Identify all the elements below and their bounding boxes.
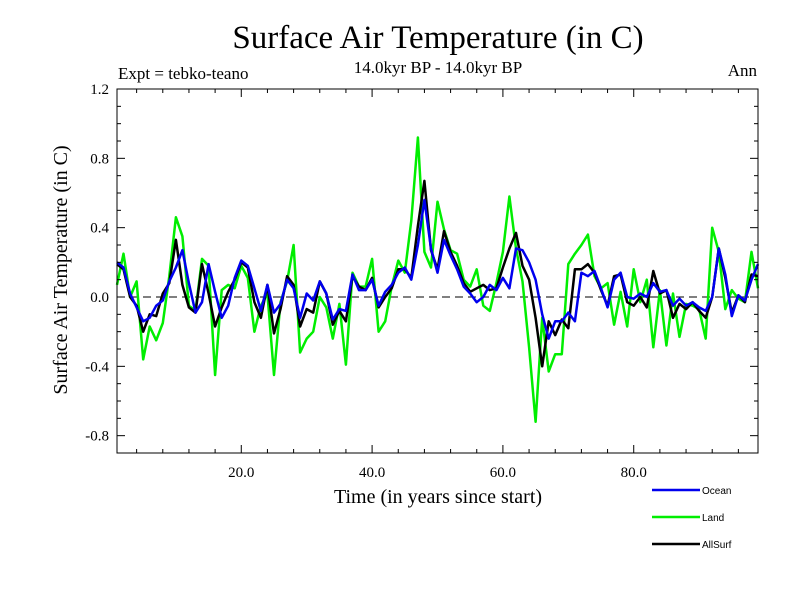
experiment-label: Expt = tebko-teano [118, 64, 248, 83]
chart-title: Surface Air Temperature (in C) [232, 20, 643, 56]
series-line-land [115, 136, 760, 424]
legend-label-allsurf: AllSurf [702, 540, 732, 551]
x-tick-label: 80.0 [621, 465, 647, 481]
chart-subtitle: 14.0kyr BP - 14.0kyr BP [354, 58, 522, 77]
plot-frame [116, 88, 759, 454]
y-tick-label: 1.2 [90, 82, 109, 98]
series-line-ocean [116, 198, 760, 340]
y-tick-label: 0.0 [90, 290, 109, 306]
axes: -0.8 -0.4 0.0 0.4 0.8 1.2 20.0 40.0 60.0 80.0 [85, 82, 759, 481]
x-axis-label: Time (in years since start) [334, 486, 542, 508]
x-tick-label: 40.0 [359, 465, 385, 481]
plot-area [115, 136, 760, 424]
legend-label-ocean: Ocean [702, 486, 731, 497]
y-tick-label: 0.8 [90, 151, 109, 167]
legend-label-land: Land [702, 513, 724, 524]
y-tick-label: -0.4 [85, 359, 109, 375]
y-tick-label: -0.8 [85, 429, 109, 445]
period-label: Ann [728, 61, 758, 80]
legend: Ocean Land AllSurf [652, 486, 732, 551]
y-axis-label: Surface Air Temperature (in C) [50, 145, 72, 394]
x-tick-label: 60.0 [490, 465, 516, 481]
x-tick-label: 20.0 [228, 465, 254, 481]
y-tick-label: 0.4 [90, 221, 109, 237]
